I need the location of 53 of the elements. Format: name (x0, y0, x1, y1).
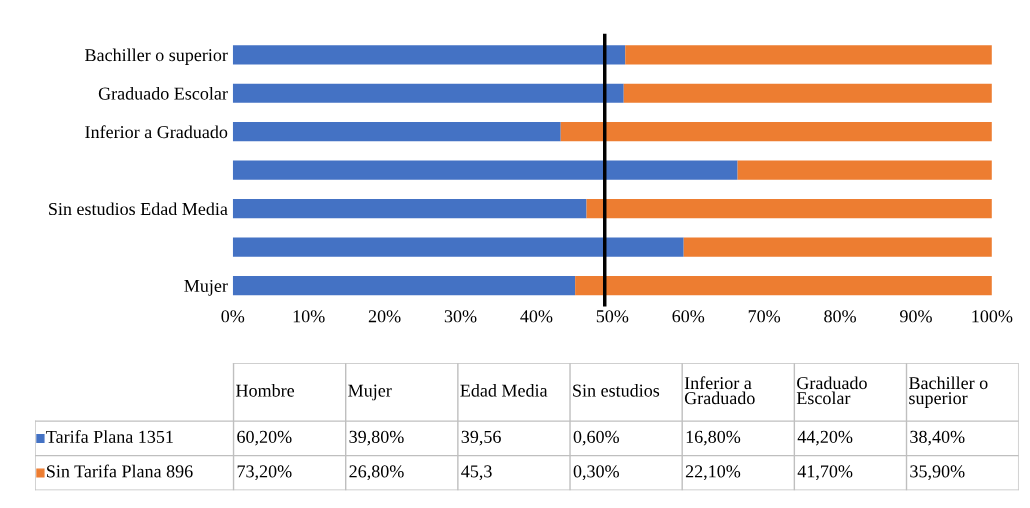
bar (232, 122, 561, 142)
bar (232, 199, 587, 219)
y-tick-label: Mujer (184, 279, 228, 296)
category-label: Sin Tarifa Plana 896 (47, 464, 193, 478)
category-label: Tarifa Plana 1351 (46, 430, 173, 443)
text: 39,80% (349, 430, 404, 446)
y-tick-label: Inferior a Graduado (85, 125, 228, 139)
y-tick-label: Graduado Escolar (98, 86, 228, 100)
text: 73,20% (237, 465, 292, 481)
text: 39,56 (461, 430, 501, 446)
category-label: Sin estudios (573, 383, 660, 397)
category-label: Hombre (236, 383, 295, 397)
text: 44,20% (797, 430, 853, 446)
bar (232, 237, 684, 257)
bar (683, 237, 992, 257)
bar (625, 45, 992, 65)
x-tick-label: 40% (520, 310, 553, 323)
text: 22,10% (685, 465, 741, 481)
category-label: Mujer (348, 384, 392, 401)
x-tick-label: 10% (293, 310, 325, 323)
y-tick-label: Bachiller o superior (85, 48, 228, 65)
text: 60,20% (237, 430, 292, 446)
y-tick-label: Sin estudios Edad Media (49, 202, 228, 216)
x-tick-label: 70% (748, 310, 781, 323)
bar (232, 83, 624, 103)
category-label: Bachiller o superior (909, 376, 988, 408)
x-tick-label: 20% (368, 310, 401, 323)
bar (586, 199, 992, 219)
bar (737, 160, 992, 180)
x-tick-label: 30% (444, 310, 477, 323)
text: 26,80% (349, 465, 404, 481)
x-tick-label: 0% (221, 310, 245, 323)
bar (232, 275, 576, 296)
bar (232, 160, 738, 180)
text: 38,40% (910, 430, 965, 446)
bar (623, 83, 992, 103)
text: 35,90% (910, 465, 965, 481)
bar (575, 275, 992, 296)
category-label: Graduado Escolar (796, 376, 867, 405)
category-label: Inferior a Graduado (684, 376, 755, 405)
bar (232, 45, 626, 65)
category-label: Edad Media (460, 383, 548, 397)
text: 0,60% (573, 430, 619, 446)
text: 0,30% (573, 465, 619, 481)
x-tick-label: 80% (824, 310, 856, 323)
x-tick-label: 50% (596, 310, 629, 323)
x-tick-label: 60% (672, 310, 705, 323)
x-tick-label: 90% (900, 310, 932, 323)
text: 16,80% (686, 430, 741, 446)
bar (560, 122, 992, 142)
x-tick-label: 100% (972, 310, 1013, 323)
text: 41,70% (797, 465, 853, 481)
text: 45,3 (461, 465, 492, 481)
